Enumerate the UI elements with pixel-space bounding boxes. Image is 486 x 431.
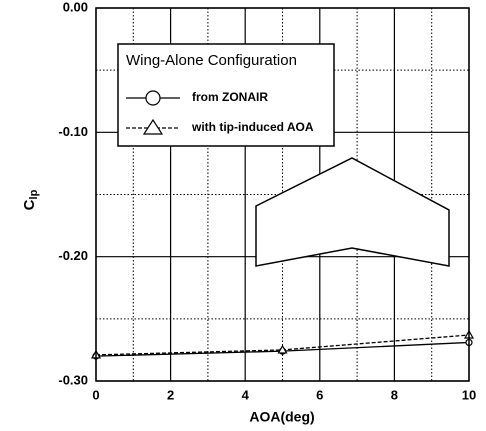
x-tick-label: 10 <box>462 387 476 402</box>
legend-label: from ZONAIR <box>192 90 268 104</box>
legend-marker <box>145 90 161 106</box>
data-point <box>277 344 288 354</box>
y-tick-label: -0.10 <box>58 124 88 139</box>
legend-label: with tip-induced AOA <box>191 120 314 134</box>
legend-marker <box>142 118 164 135</box>
x-tick-label: 4 <box>242 387 250 402</box>
y-axis-label-main: C <box>21 199 38 210</box>
legend: Wing-Alone Configuration from ZONAIR with… <box>117 43 335 147</box>
y-axis-label-sub: lp <box>28 189 40 199</box>
y-axis-label: Clp <box>21 189 40 210</box>
y-tick-label: -0.20 <box>58 248 88 263</box>
wing-planform <box>255 157 450 267</box>
x-tick-label: 2 <box>167 387 174 402</box>
legend-title: Wing-Alone Configuration <box>126 52 297 69</box>
x-axis-label: AOA(deg) <box>249 409 314 425</box>
x-tick-label: 6 <box>316 387 323 402</box>
x-tick-label: 8 <box>391 387 398 402</box>
y-tick-label: 0.00 <box>63 0 88 14</box>
x-tick-label: 0 <box>92 387 99 402</box>
y-tick-label: -0.30 <box>58 372 88 387</box>
plot-frame <box>95 7 470 382</box>
